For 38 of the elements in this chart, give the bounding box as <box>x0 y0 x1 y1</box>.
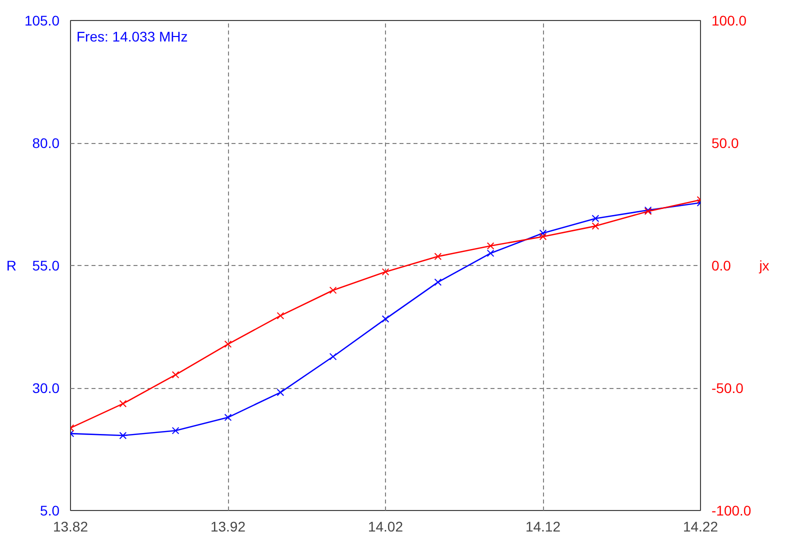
y-tick-label: 5.0 <box>40 502 60 518</box>
point <box>172 426 180 434</box>
y-tick-label: 105.0 <box>24 12 60 28</box>
y2-tick-label: 50.0 <box>712 135 739 151</box>
point <box>276 388 284 396</box>
y-axis-title: R <box>6 258 16 274</box>
x-tick-label: 13.82 <box>52 518 88 534</box>
point <box>434 252 442 260</box>
point <box>329 352 337 360</box>
y2-tick-label: 0.0 <box>712 258 732 274</box>
point <box>119 432 127 440</box>
y2-tick-label: 100.0 <box>712 12 747 28</box>
point <box>486 242 494 250</box>
point <box>224 414 232 422</box>
y-tick-label: 30.0 <box>32 380 60 396</box>
point <box>276 312 284 320</box>
point <box>539 232 547 240</box>
point <box>329 286 337 294</box>
point <box>592 222 600 230</box>
point <box>172 371 180 378</box>
point <box>486 250 494 257</box>
y2-tick-label: -100.0 <box>712 502 752 518</box>
x-tick-label: 14.22 <box>682 518 718 534</box>
point <box>592 214 600 222</box>
point <box>382 315 390 323</box>
x-tick-label: 14.12 <box>525 518 561 534</box>
y-tick-label: 55.0 <box>32 258 60 274</box>
x-tick-label: 14.02 <box>368 518 404 534</box>
y2-axis-title: jx <box>758 258 770 274</box>
y-tick-label: 80.0 <box>32 135 60 151</box>
point <box>434 278 442 286</box>
annotation: Fres: 14.033 MHz <box>76 28 188 44</box>
point <box>539 229 547 237</box>
x-tick-label: 13.92 <box>210 518 246 534</box>
point <box>224 340 232 348</box>
y2-tick-label: -50.0 <box>712 380 744 396</box>
point <box>119 400 127 408</box>
point <box>382 268 390 276</box>
